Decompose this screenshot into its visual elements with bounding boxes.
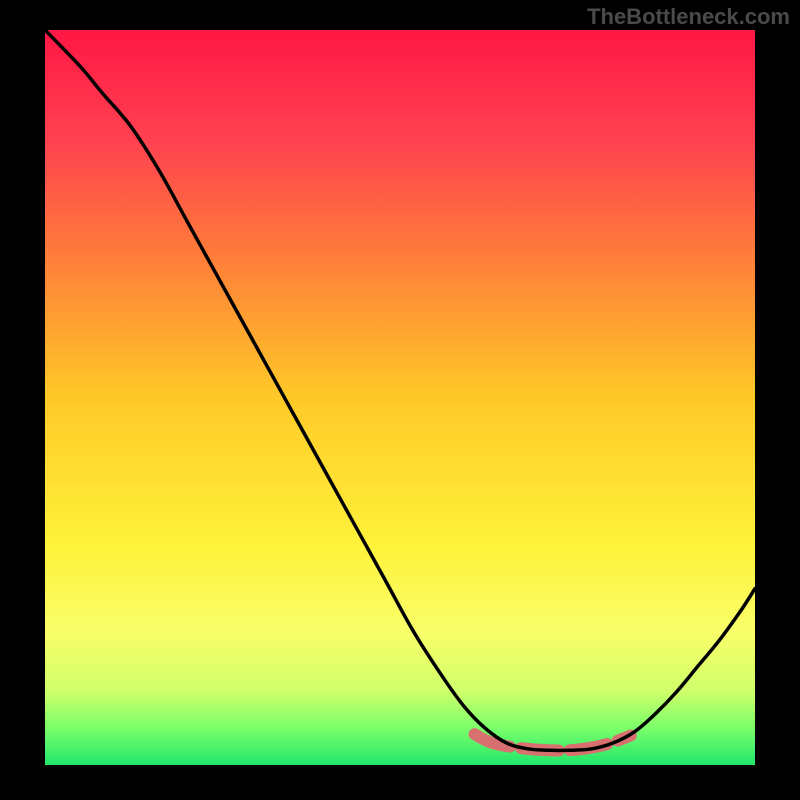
gradient-background [45, 30, 755, 765]
figure-container: TheBottleneck.com [0, 0, 800, 800]
plot-svg [45, 30, 755, 765]
watermark-text: TheBottleneck.com [587, 4, 790, 30]
plot-area [45, 30, 755, 765]
